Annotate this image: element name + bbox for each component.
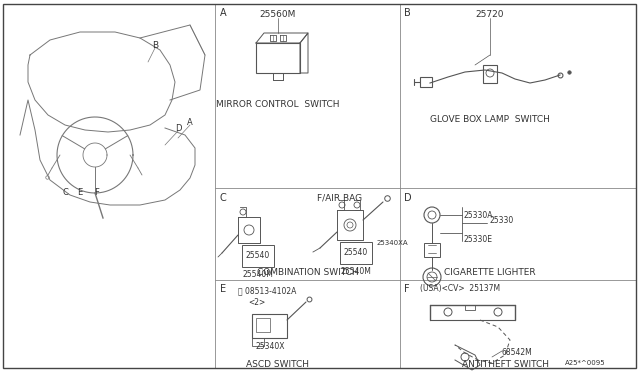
Bar — [465, 305, 475, 310]
Text: A: A — [220, 8, 227, 18]
Text: (USA)<CV>  25137M: (USA)<CV> 25137M — [420, 284, 500, 293]
Text: 25330E: 25330E — [464, 235, 493, 244]
Text: COMBINATION SWITCH: COMBINATION SWITCH — [257, 268, 359, 277]
Text: CIGARETTE LIGHTER: CIGARETTE LIGHTER — [444, 268, 536, 277]
Text: 68542M: 68542M — [502, 348, 532, 357]
Text: ANTITHEFT SWITCH: ANTITHEFT SWITCH — [461, 360, 548, 369]
Bar — [256, 318, 270, 332]
Text: B: B — [404, 8, 411, 18]
Text: ASCD SWITCH: ASCD SWITCH — [246, 360, 310, 369]
Text: 25340XA: 25340XA — [377, 240, 408, 246]
Text: 25330: 25330 — [489, 215, 513, 224]
Bar — [252, 338, 264, 346]
Text: 25560M: 25560M — [260, 10, 296, 19]
Text: F: F — [404, 284, 410, 294]
Text: 25330A: 25330A — [464, 211, 493, 220]
Text: F: F — [95, 187, 99, 196]
Bar — [252, 314, 287, 338]
Bar — [340, 242, 372, 264]
Text: D: D — [175, 124, 181, 132]
Text: GLOVE BOX LAMP  SWITCH: GLOVE BOX LAMP SWITCH — [430, 115, 550, 124]
Text: D: D — [404, 193, 412, 203]
Text: 25540: 25540 — [344, 248, 368, 257]
Text: 25540M: 25540M — [243, 270, 273, 279]
Text: E: E — [220, 284, 226, 294]
Text: Ⓢ 08513-4102A: Ⓢ 08513-4102A — [238, 286, 296, 295]
Text: E: E — [77, 187, 83, 196]
Text: MIRROR CONTROL  SWITCH: MIRROR CONTROL SWITCH — [216, 100, 340, 109]
Text: F/AIR BAG: F/AIR BAG — [317, 193, 363, 202]
Bar — [483, 65, 497, 83]
Text: 25540: 25540 — [246, 251, 270, 260]
Text: 25340X: 25340X — [255, 342, 285, 351]
Text: C: C — [62, 187, 68, 196]
Text: 25540M: 25540M — [340, 267, 371, 276]
Text: A25*^0095: A25*^0095 — [565, 360, 605, 366]
Text: 25720: 25720 — [476, 10, 504, 19]
Bar — [242, 245, 274, 267]
Text: A: A — [187, 118, 193, 126]
Bar — [420, 77, 432, 87]
Text: C: C — [220, 193, 227, 203]
Bar — [424, 243, 440, 257]
Text: <2>: <2> — [248, 298, 265, 307]
Text: B: B — [152, 41, 158, 49]
Bar — [256, 43, 300, 73]
